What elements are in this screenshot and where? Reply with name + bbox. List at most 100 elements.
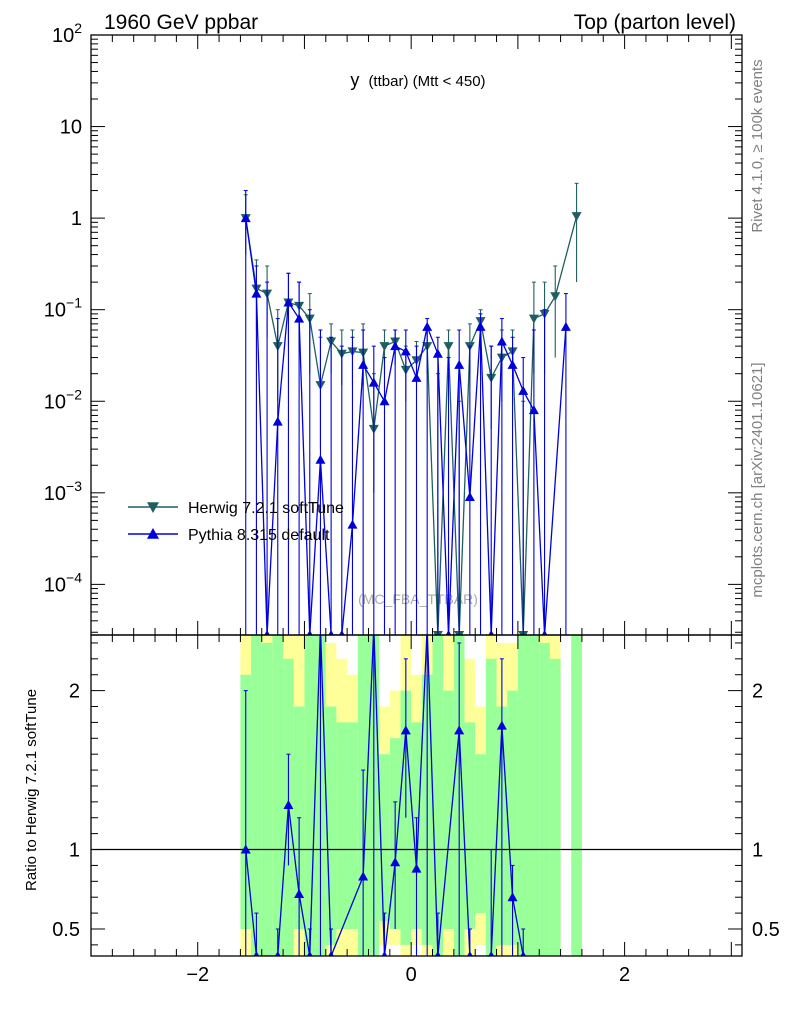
ratio-band-green xyxy=(379,754,390,922)
ratio-point-pythia xyxy=(390,857,401,867)
y-tick-label: 102 xyxy=(52,20,82,47)
ratio-band-green xyxy=(464,722,476,929)
header-right: Top (parton level) xyxy=(574,11,736,34)
ratio-band-green xyxy=(336,722,348,929)
legend-label: Herwig 7.2.1 softTune xyxy=(188,500,344,517)
ratio-frame xyxy=(90,634,743,957)
ratio-band-green xyxy=(571,635,582,956)
plot-title-rest: (ttbar) (Mtt < 450) xyxy=(368,73,485,90)
data-point-herwig xyxy=(550,292,561,302)
ratio-band-green xyxy=(251,635,262,956)
ratio-y-tick-label-left: 0.5 xyxy=(52,919,80,941)
ratio-point-pythia xyxy=(467,951,473,956)
ratio-band-green xyxy=(400,690,412,945)
data-point-pythia xyxy=(422,321,433,331)
data-point-herwig xyxy=(528,314,539,324)
data-point-pythia xyxy=(283,297,294,307)
header-left: 1960 GeV ppbar xyxy=(104,11,258,34)
plot-title-main: y xyxy=(350,70,359,90)
y-tick-label: 10−4 xyxy=(44,569,82,596)
ratio-band-green xyxy=(539,642,550,956)
data-point-pythia xyxy=(240,213,251,223)
y-tick-label: 10−1 xyxy=(44,295,82,322)
ratio-point-pythia xyxy=(400,725,411,735)
data-point-pythia xyxy=(339,630,345,635)
y-tick-label: 1 xyxy=(71,208,82,230)
data-point-herwig xyxy=(571,212,582,222)
legend-marker xyxy=(147,528,159,539)
data-point-herwig xyxy=(443,342,454,352)
series-line-herwig xyxy=(245,216,578,635)
data-point-pythia xyxy=(264,630,270,635)
data-point-pythia xyxy=(347,519,358,529)
ratio-band-green xyxy=(475,754,486,914)
data-point-pythia xyxy=(328,630,334,635)
ratio-band-green xyxy=(528,635,540,956)
x-tick-label: −2 xyxy=(186,964,209,986)
x-tick-label: 0 xyxy=(406,964,417,986)
main-series-layer xyxy=(240,182,582,635)
ratio-point-pythia xyxy=(358,871,369,881)
ratio-y-tick-label-left: 2 xyxy=(69,681,80,703)
ratio-band-green xyxy=(485,658,497,956)
main-axis-ticks: 102 10 1 10−1 10−2 10−3 10−4 xyxy=(44,20,742,635)
data-point-pythia xyxy=(445,630,452,635)
ratio-point-pythia xyxy=(294,889,305,899)
data-point-pythia xyxy=(560,321,571,331)
data-point-pythia xyxy=(432,348,443,358)
ratio-series-line-pythia xyxy=(245,635,524,956)
ratio-y-tick-label-right: 1 xyxy=(752,840,763,862)
x-tick-label: 2 xyxy=(619,964,630,986)
legend: Herwig 7.2.1 softTune Pythia 8.315 defaul… xyxy=(128,500,344,544)
ratio-y-tick-label-right: 2 xyxy=(752,681,763,703)
ratio-band-green xyxy=(261,642,273,956)
ratio-point-pythia xyxy=(496,720,507,730)
ratio-band-green xyxy=(517,635,529,956)
ratio-point-pythia xyxy=(507,892,518,902)
ratio-point-pythia xyxy=(274,951,281,956)
data-point-pythia xyxy=(541,630,548,635)
data-point-pythia xyxy=(390,341,401,351)
plot-title: y (ttbar) (Mtt < 450) xyxy=(350,70,485,90)
data-point-pythia xyxy=(518,385,529,395)
ratio-series-layer xyxy=(240,635,526,956)
ratio-point-pythia xyxy=(328,951,334,956)
rivet-label: Rivet 4.1.0, ≥ 100k events xyxy=(749,59,766,232)
ratio-point-pythia xyxy=(520,951,526,956)
ratio-band-green xyxy=(325,706,337,945)
ratio-ylabel: Ratio to Herwig 7.2.1 softTune xyxy=(23,689,40,891)
data-point-pythia xyxy=(315,454,326,464)
data-point-pythia xyxy=(528,405,539,415)
ratio-point-pythia xyxy=(488,951,494,956)
ratio-point-pythia xyxy=(411,863,422,873)
mcplots-label: mcplots.cern.ch [arXiv:2401.10621] xyxy=(749,362,766,597)
data-point-pythia xyxy=(400,346,411,356)
data-point-pythia xyxy=(272,416,283,426)
ratio-y-tick-label-left: 1 xyxy=(69,840,80,862)
ratio-axis-ticks: 0.5 0.5 1 1 2 2 −2 0 2 xyxy=(52,635,780,986)
data-point-pythia xyxy=(251,288,262,298)
data-point-pythia xyxy=(294,313,305,323)
data-point-pythia xyxy=(507,359,518,369)
legend-label: Pythia 8.315 default xyxy=(188,527,330,544)
legend-marker xyxy=(147,502,159,513)
data-point-pythia xyxy=(475,321,486,331)
y-tick-label: 10 xyxy=(60,117,82,139)
data-point-pythia xyxy=(496,336,507,346)
data-point-pythia xyxy=(454,359,465,369)
ratio-band-green xyxy=(507,690,518,945)
data-point-pythia xyxy=(368,377,379,387)
ratio-band-green xyxy=(549,658,561,956)
ratio-y-tick-label-right: 0.5 xyxy=(752,919,780,941)
ratio-point-pythia xyxy=(307,951,313,956)
data-point-pythia xyxy=(358,359,369,369)
ratio-band-green xyxy=(443,690,454,929)
ratio-point-pythia xyxy=(435,951,441,956)
data-point-pythia xyxy=(379,396,390,406)
data-point-pythia xyxy=(464,492,475,502)
data-point-pythia xyxy=(488,630,494,635)
ratio-point-pythia xyxy=(240,844,251,854)
ratio-band-green xyxy=(272,635,284,956)
ratio-point-pythia xyxy=(454,725,465,735)
ratio-point-pythia xyxy=(253,951,260,956)
